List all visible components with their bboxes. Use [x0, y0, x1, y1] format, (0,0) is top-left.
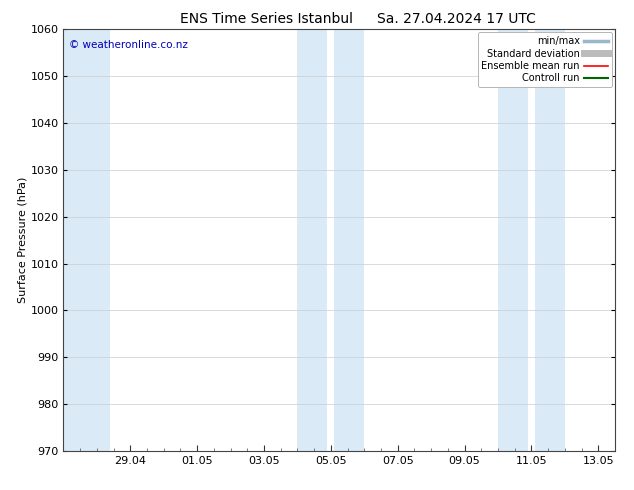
- Bar: [534, 29, 565, 451]
- Bar: [498, 29, 528, 451]
- Y-axis label: Surface Pressure (hPa): Surface Pressure (hPa): [18, 177, 28, 303]
- Text: ENS Time Series Istanbul: ENS Time Series Istanbul: [180, 12, 353, 26]
- Bar: [334, 29, 365, 451]
- Legend: min/max, Standard deviation, Ensemble mean run, Controll run: min/max, Standard deviation, Ensemble me…: [477, 32, 612, 87]
- Bar: [297, 29, 328, 451]
- Bar: [63, 29, 110, 451]
- Text: Sa. 27.04.2024 17 UTC: Sa. 27.04.2024 17 UTC: [377, 12, 536, 26]
- Text: © weatheronline.co.nz: © weatheronline.co.nz: [69, 40, 188, 50]
